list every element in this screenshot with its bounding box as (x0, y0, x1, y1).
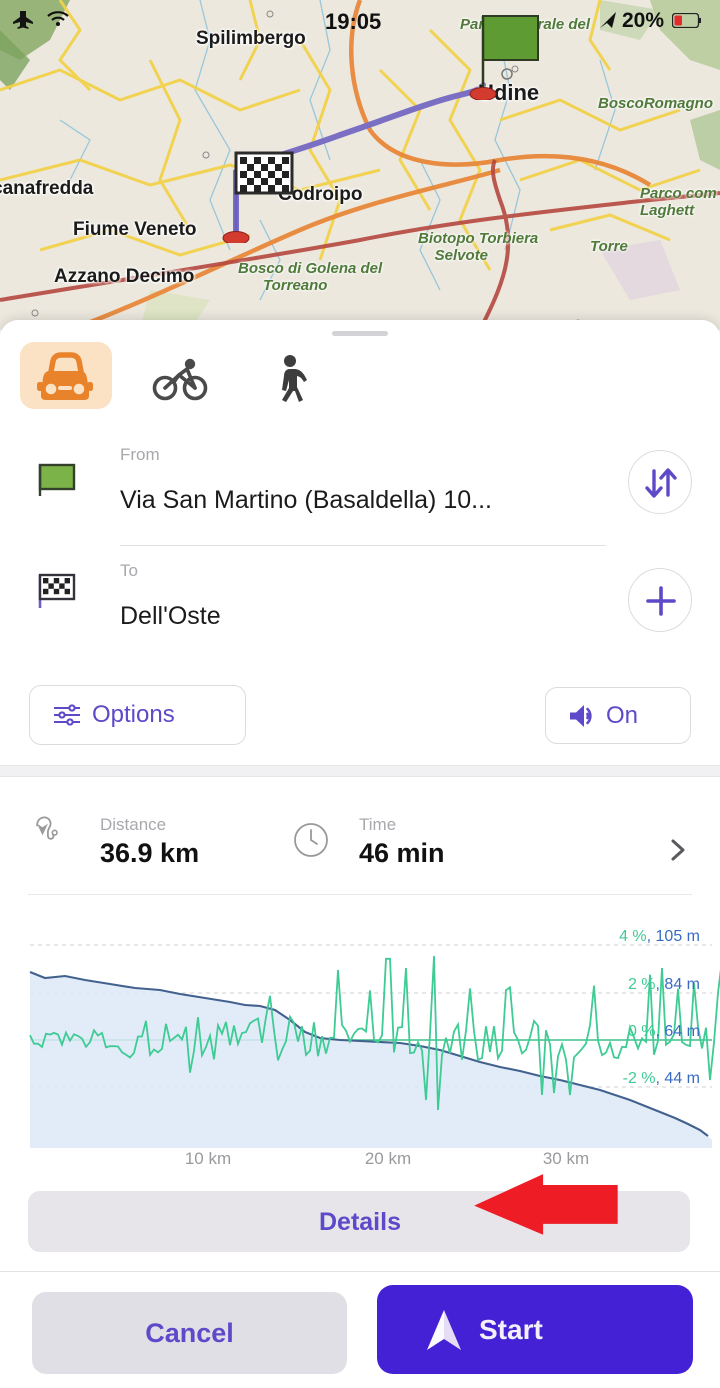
svg-text:2 %, 84 m: 2 %, 84 m (628, 976, 700, 993)
svg-text:0 %, 64 m: 0 %, 64 m (628, 1023, 700, 1040)
svg-text:-2 %, 44 m: -2 %, 44 m (623, 1070, 700, 1087)
svg-text:10 km: 10 km (185, 1149, 231, 1166)
svg-text:4 %, 105 m: 4 %, 105 m (619, 928, 700, 945)
svg-text:20 km: 20 km (365, 1149, 411, 1166)
